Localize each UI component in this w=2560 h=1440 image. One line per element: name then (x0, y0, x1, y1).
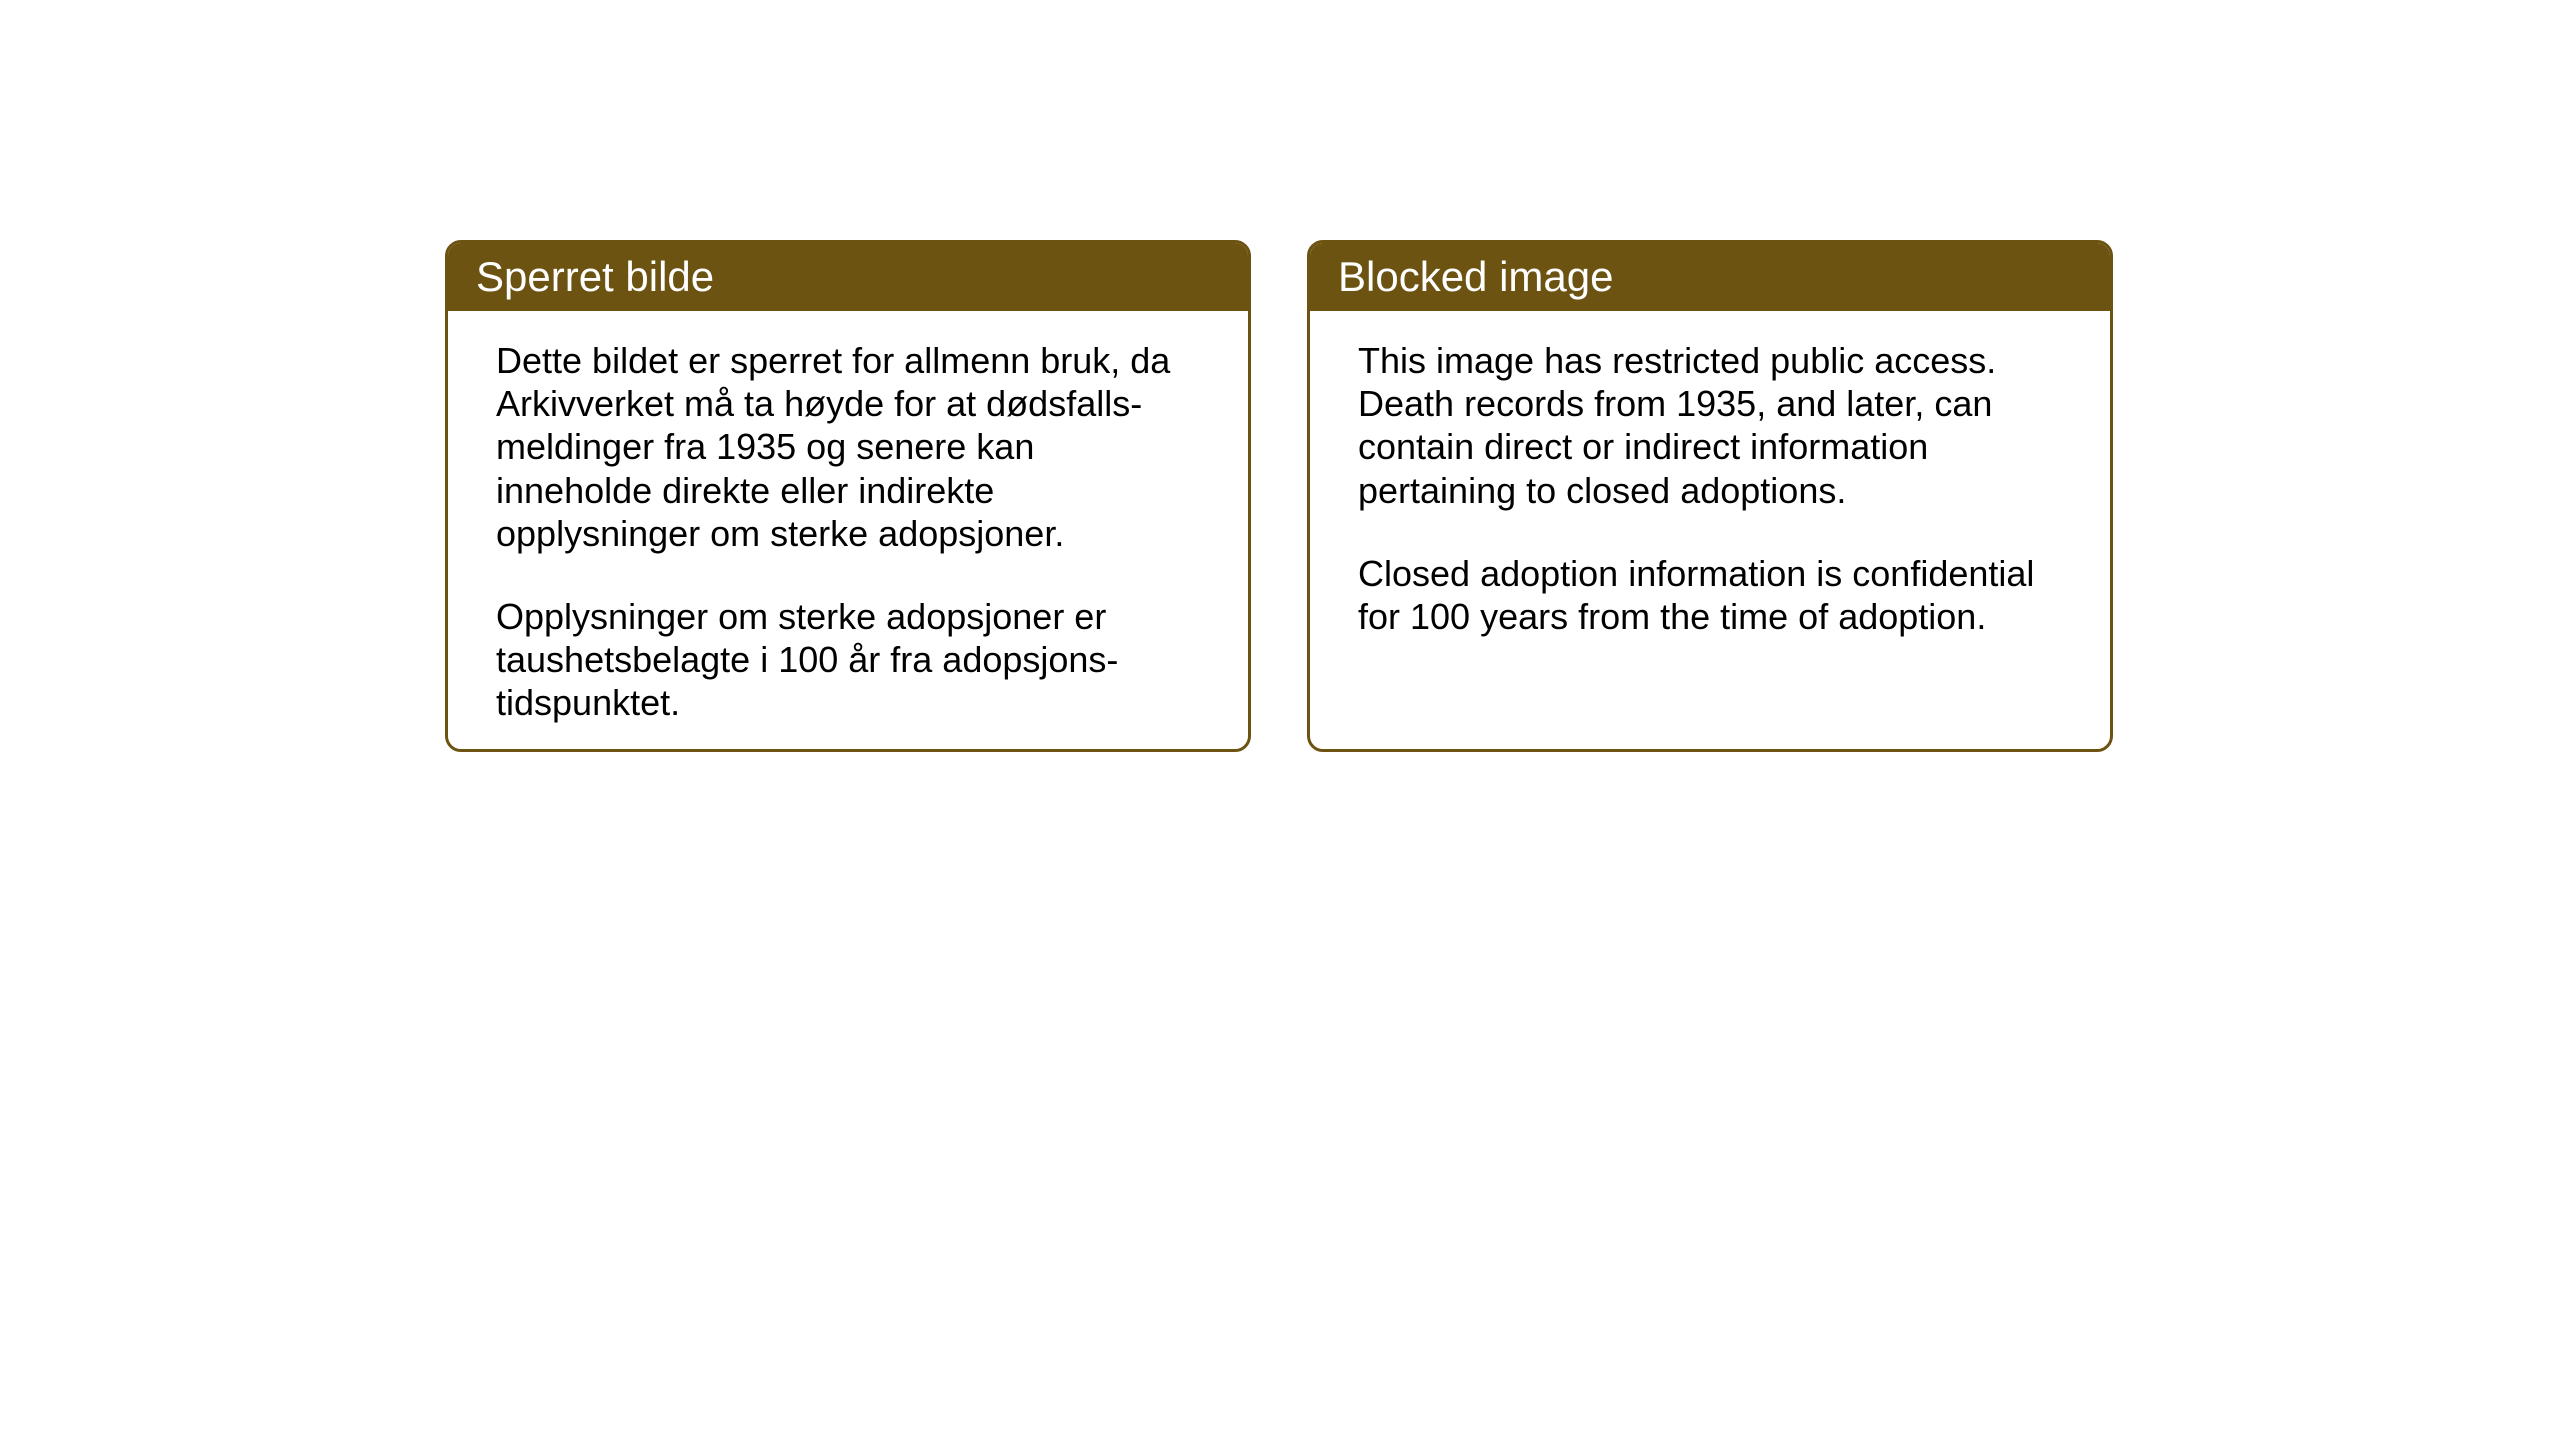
notice-card-english: Blocked image This image has restricted … (1307, 240, 2113, 752)
notice-card-norwegian: Sperret bilde Dette bildet er sperret fo… (445, 240, 1251, 752)
card-paragraph-english-1: This image has restricted public access.… (1358, 339, 2062, 512)
card-body-norwegian: Dette bildet er sperret for allmenn bruk… (448, 311, 1248, 752)
notice-cards-container: Sperret bilde Dette bildet er sperret fo… (445, 240, 2113, 752)
card-title-norwegian: Sperret bilde (448, 243, 1248, 311)
card-title-english: Blocked image (1310, 243, 2110, 311)
card-body-english: This image has restricted public access.… (1310, 311, 2110, 678)
card-paragraph-english-2: Closed adoption information is confident… (1358, 552, 2062, 638)
card-paragraph-norwegian-2: Opplysninger om sterke adopsjoner er tau… (496, 595, 1200, 725)
card-paragraph-norwegian-1: Dette bildet er sperret for allmenn bruk… (496, 339, 1200, 555)
